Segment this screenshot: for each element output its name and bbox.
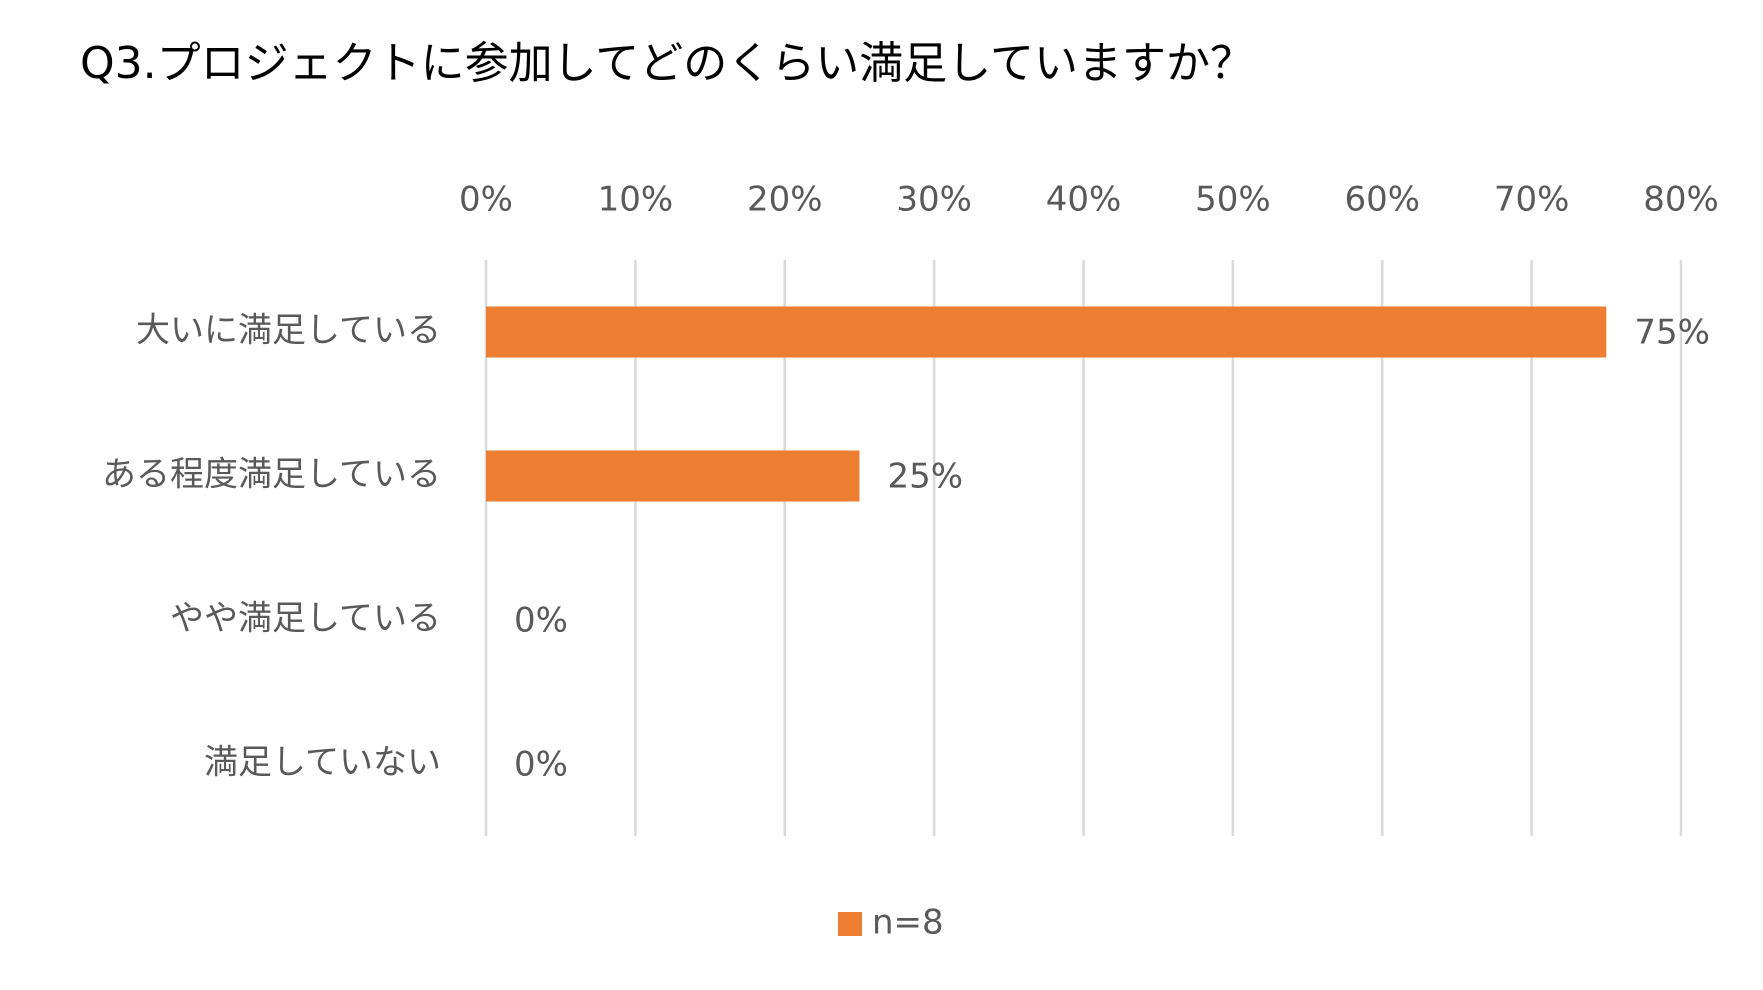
x-tick-label: 20% (747, 180, 823, 220)
y-tick-label: やや満足している (170, 599, 441, 639)
x-tick-label: 50% (1195, 180, 1271, 220)
legend-swatch (838, 912, 862, 936)
bar (486, 306, 1607, 358)
y-tick-label: ある程度満足している (102, 455, 441, 495)
bar (486, 450, 860, 502)
x-tick-label: 10% (598, 180, 674, 220)
data-label: 0% (514, 745, 568, 785)
y-tick-label: 大いに満足している (136, 311, 441, 351)
x-tick-label: 70% (1494, 180, 1570, 220)
legend-label: n=8 (872, 903, 944, 943)
x-tick-label: 30% (896, 180, 972, 220)
y-tick-label: 満足していない (204, 743, 441, 783)
data-label: 0% (514, 601, 568, 641)
x-tick-label: 40% (1046, 180, 1122, 220)
data-label: 25% (887, 457, 963, 497)
x-tick-label: 0% (459, 180, 513, 220)
x-tick-label: 80% (1643, 180, 1719, 220)
chart-title: Q3.プロジェクトに参加してどのくらい満足していますか？ (80, 38, 1254, 89)
x-tick-label: 60% (1344, 180, 1420, 220)
data-label: 75% (1634, 313, 1710, 353)
